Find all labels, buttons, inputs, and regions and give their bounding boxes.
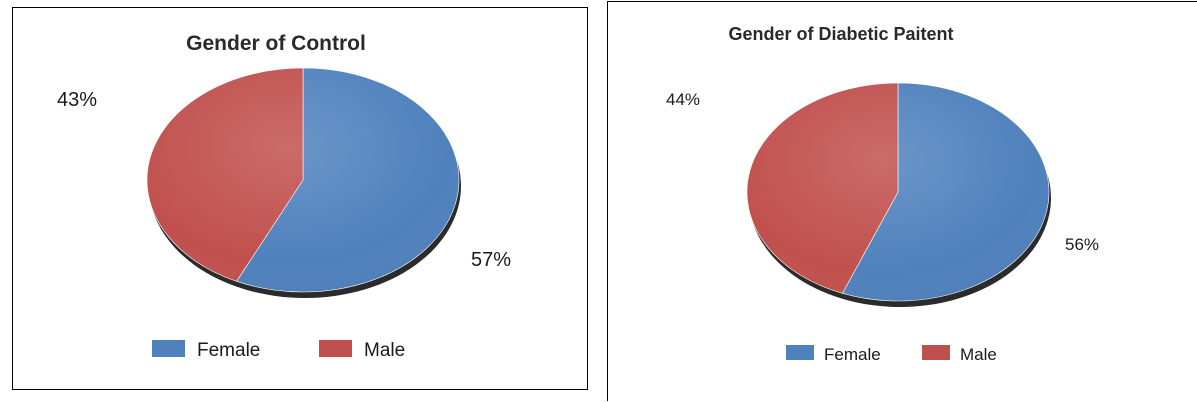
- pie-slices: [146, 67, 460, 293]
- pie-gloss: [147, 68, 459, 292]
- diabetic-gender-pie-chart: Gender of Diabetic Paitent 44% 56% Femal…: [666, 24, 1099, 364]
- legend-label-female: Female: [197, 340, 260, 361]
- data-label-male: 43%: [57, 89, 97, 111]
- data-label-male: 44%: [666, 90, 700, 109]
- diabetic-gender-chart-panel: Gender of Diabetic Paitent 44% 56% Femal…: [607, 1, 1197, 401]
- chart-title: Gender of Control: [186, 32, 366, 55]
- chart-title: Gender of Diabetic Paitent: [728, 24, 953, 44]
- pie-gloss: [747, 83, 1049, 301]
- data-label-female: 56%: [1065, 235, 1099, 254]
- control-gender-pie-chart: Gender of Control 43% 57% Female Male: [57, 32, 511, 361]
- pie-slices: [746, 82, 1050, 302]
- legend-swatch-female: [152, 340, 185, 357]
- legend-label-male: Male: [960, 345, 997, 364]
- legend-swatch-male: [922, 345, 950, 360]
- legend-swatch-male: [319, 340, 352, 357]
- legend-label-male: Male: [364, 340, 405, 361]
- control-gender-chart-panel: Gender of Control 43% 57% Female Male: [12, 7, 588, 390]
- legend: Female Male: [786, 345, 997, 364]
- data-label-female: 57%: [471, 249, 511, 271]
- legend-label-female: Female: [824, 345, 881, 364]
- legend: Female Male: [152, 340, 405, 361]
- legend-swatch-female: [786, 345, 814, 360]
